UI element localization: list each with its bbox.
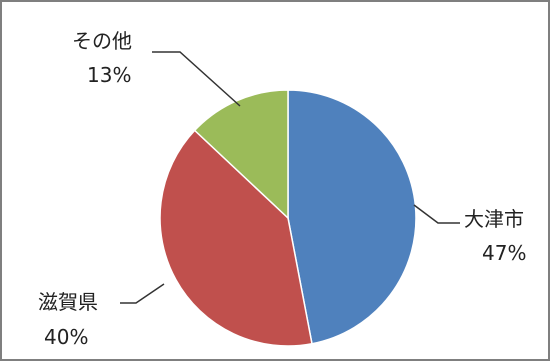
label-shiga-name: 滋賀県 xyxy=(38,290,98,314)
leader-line-shiga xyxy=(120,283,165,304)
pie-slice-shiga xyxy=(159,129,313,347)
label-otsu-name: 大津市 xyxy=(464,207,524,231)
label-shiga-percent: 40% xyxy=(44,325,88,349)
label-otsu-percent: 47% xyxy=(482,241,526,265)
leader-lines xyxy=(120,51,460,304)
label-other-percent: 13% xyxy=(87,63,131,87)
label-other: その他 13% xyxy=(72,29,132,87)
label-other-name: その他 xyxy=(72,29,132,53)
pie-slices xyxy=(159,89,417,347)
leader-line-other xyxy=(152,51,241,107)
label-shiga: 滋賀県 40% xyxy=(38,290,98,349)
label-otsu: 大津市 47% xyxy=(464,207,526,265)
pie-slice-other xyxy=(193,89,289,220)
pie-slice-otsu xyxy=(287,89,417,345)
leader-line-otsu xyxy=(413,204,460,224)
